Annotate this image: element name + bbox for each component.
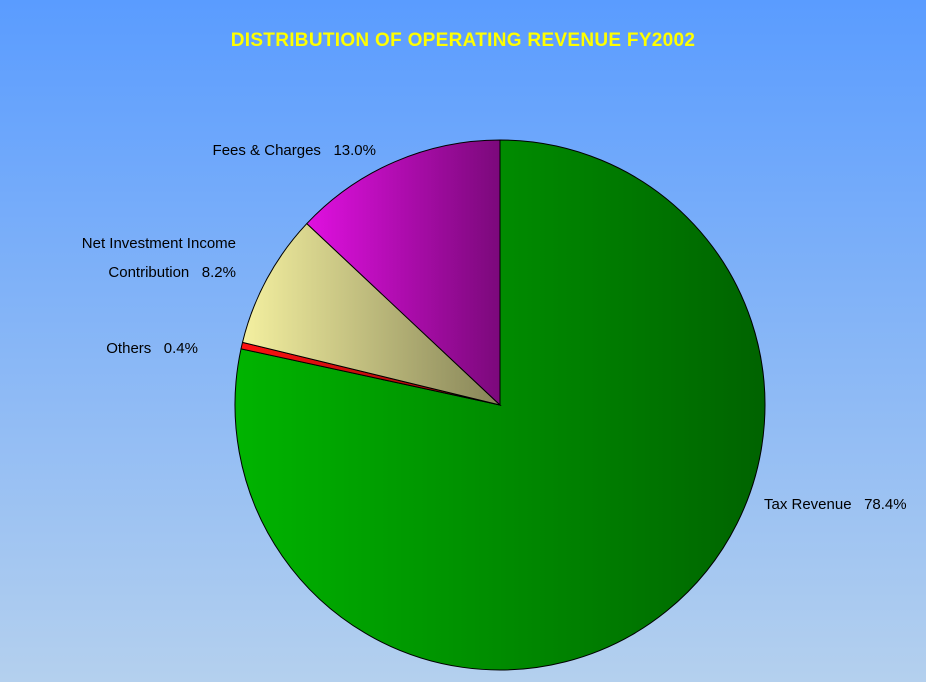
slice-label: Others 0.4% — [0, 334, 198, 363]
value-label: 8.2% — [201, 264, 236, 281]
slice-label: Fees & Charges 13.0% — [100, 136, 376, 165]
pie-slice — [241, 222, 502, 406]
category-label: Net Investment Income Contribution — [81, 235, 236, 281]
category-label: Fees & Charges — [212, 142, 321, 159]
value-label: 0.4% — [163, 340, 198, 357]
slice-label: Net Investment Income Contribution 8.2% — [0, 229, 236, 287]
value-label: 13.0% — [333, 142, 376, 159]
pie-slice — [306, 139, 501, 407]
chart-title: DISTRIBUTION OF OPERATING REVENUE FY2002 — [230, 30, 696, 51]
category-label: Tax Revenue — [764, 496, 852, 513]
value-label: 78.4% — [864, 496, 907, 513]
slice-label: Tax Revenue 78.4% — [764, 490, 926, 519]
category-label: Others — [106, 340, 152, 357]
